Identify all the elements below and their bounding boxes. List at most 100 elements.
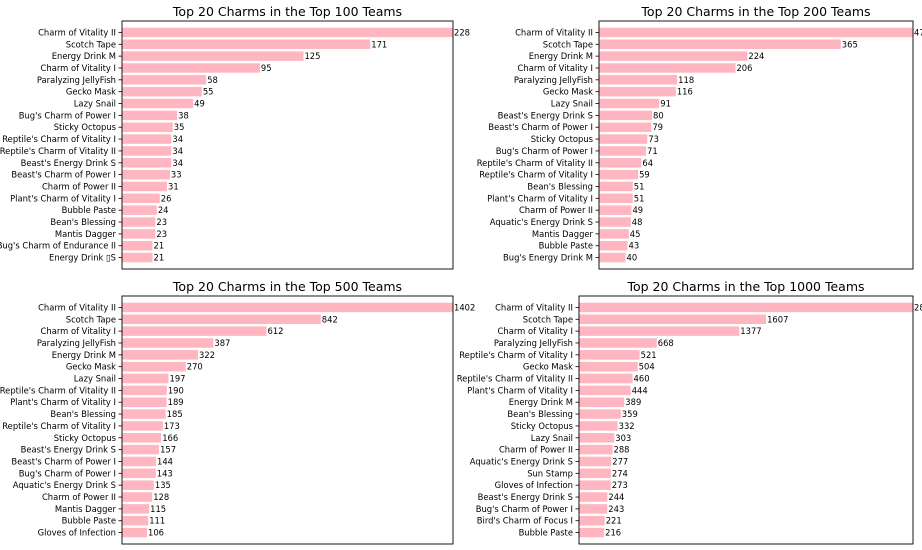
bar	[579, 480, 611, 490]
bar-value-label: 128	[153, 492, 169, 502]
bar	[122, 480, 154, 490]
bar-value-label: 332	[619, 421, 635, 431]
bar-value-label: 64	[642, 158, 653, 168]
bar	[599, 240, 628, 251]
bar	[599, 75, 678, 85]
bar	[599, 51, 748, 61]
bar-value-label: 31	[168, 181, 179, 191]
bar	[579, 397, 625, 407]
y-tick-label: Charm of Power II	[42, 492, 116, 502]
y-tick-label: Mantis Dagger	[532, 229, 594, 239]
y-tick-label: Beast's Charm of Power I	[488, 122, 593, 132]
bar	[599, 158, 642, 168]
bar-value-label: 157	[160, 445, 176, 455]
bar	[599, 110, 652, 121]
y-tick-label: Aquatic's Energy Drink S	[470, 456, 573, 466]
bar	[122, 134, 172, 144]
bar-value-label: 125	[304, 51, 320, 61]
bar	[579, 504, 608, 514]
bar	[599, 217, 631, 227]
y-tick-label: Scotch Tape	[66, 39, 116, 49]
bar-value-label: 34	[172, 146, 183, 156]
bar-value-label: 79	[652, 122, 663, 132]
bar	[122, 158, 172, 168]
y-tick-label: Lazy Snail	[74, 374, 116, 384]
bar-value-label: 59	[639, 170, 650, 180]
tick-labels: Charm of Vitality II Scotch Tape Energy Dr…	[0, 27, 122, 263]
bar-value-label: 206	[736, 63, 752, 73]
bar	[122, 397, 167, 407]
bar-value-label: 23	[156, 217, 167, 227]
y-tick-label: Aquatic's Energy Drink S	[490, 217, 593, 227]
bar	[122, 456, 156, 467]
y-tick-label: Energy Drink M	[52, 51, 116, 61]
bar-value-label: 24	[158, 205, 169, 215]
y-tick-label: Reptile's Charm of Vitality I	[479, 170, 593, 180]
bar-value-label: 21	[153, 253, 164, 263]
chart-title: Top 20 Charms in the Top 500 Teams	[172, 279, 402, 294]
bar-value-label: 322	[199, 350, 215, 360]
bar	[122, 338, 214, 348]
y-tick-label: Scotch Tape	[66, 314, 116, 324]
bar-value-label: 45	[630, 229, 641, 239]
y-tick-label: Reptile's Charm of Vitality II	[457, 374, 573, 384]
bar-value-label: 51	[634, 193, 645, 203]
y-tick-label: Gloves of Infection	[38, 528, 116, 538]
bar-value-label: 288	[614, 445, 630, 455]
bar-value-label: 216	[605, 528, 621, 538]
bar	[122, 86, 202, 97]
y-tick-label: Plant's Charm of Vitality I	[487, 193, 593, 203]
y-tick-label: Bug's Charm of Power I	[476, 504, 573, 514]
bar	[122, 492, 153, 502]
bar-series	[122, 27, 453, 263]
bar	[579, 527, 605, 538]
y-tick-label: Beast's Charm of Power I	[11, 170, 116, 180]
bar-value-label: 387	[214, 338, 230, 348]
y-tick-label: Gloves of Infection	[495, 480, 573, 490]
y-tick-label: Paralyzing JellyFish	[37, 338, 116, 348]
bar	[122, 217, 156, 227]
bar	[122, 63, 260, 73]
chart-title: Top 20 Charms in the Top 100 Teams	[172, 4, 402, 19]
y-tick-label: Reptile's Charm of Vitality I	[2, 421, 116, 431]
axes-frame	[121, 295, 454, 545]
y-tick-label: Sun Stamp	[527, 468, 573, 478]
y-tick-label: Charm of Vitality I	[498, 326, 573, 336]
y-tick-label: Beast's Energy Drink S	[498, 110, 593, 120]
bar-value-label: 21	[153, 241, 164, 251]
bar	[599, 98, 660, 109]
bar-value-label: 189	[168, 397, 184, 407]
bar-value-label: 49	[194, 99, 205, 109]
bar-series	[599, 27, 913, 263]
y-tick-label: Sticky Octopus	[54, 122, 116, 132]
bar-value-label: 224	[748, 51, 764, 61]
y-tick-label: Paralyzing JellyFish	[494, 338, 573, 348]
bar-value-label: 228	[454, 27, 470, 37]
bar	[122, 373, 169, 384]
bar	[579, 350, 640, 360]
bar-value-label: 1402	[454, 302, 475, 312]
bar	[122, 169, 170, 180]
y-tick-label: Bug's Charm of Power I	[19, 110, 116, 120]
chart-panel: Top 20 Charms in the Top 200 Teams Charm …	[477, 4, 922, 270]
bar-value-label: 842	[322, 314, 338, 324]
y-tick-label: Bubble Paste	[519, 528, 573, 538]
y-tick-label: Sticky Octopus	[511, 421, 573, 431]
bar-value-label: 49	[632, 205, 643, 215]
bar-value-label: 504	[639, 362, 655, 372]
bar	[579, 385, 631, 396]
tick-labels: Charm of Vitality II Scotch Tape Charm of …	[457, 302, 579, 538]
y-tick-label: Sticky Octopus	[54, 433, 116, 443]
bar	[579, 468, 611, 479]
bar	[599, 252, 626, 263]
y-tick-label: Mantis Dagger	[55, 504, 117, 514]
bar	[122, 193, 160, 204]
bar	[579, 433, 615, 443]
y-tick-label: Lazy Snail	[551, 99, 593, 109]
bar-value-label: 612	[267, 326, 283, 336]
y-tick-label: Bug's Charm of Endurance II	[0, 241, 116, 251]
bar	[122, 421, 163, 431]
bar	[579, 456, 612, 467]
